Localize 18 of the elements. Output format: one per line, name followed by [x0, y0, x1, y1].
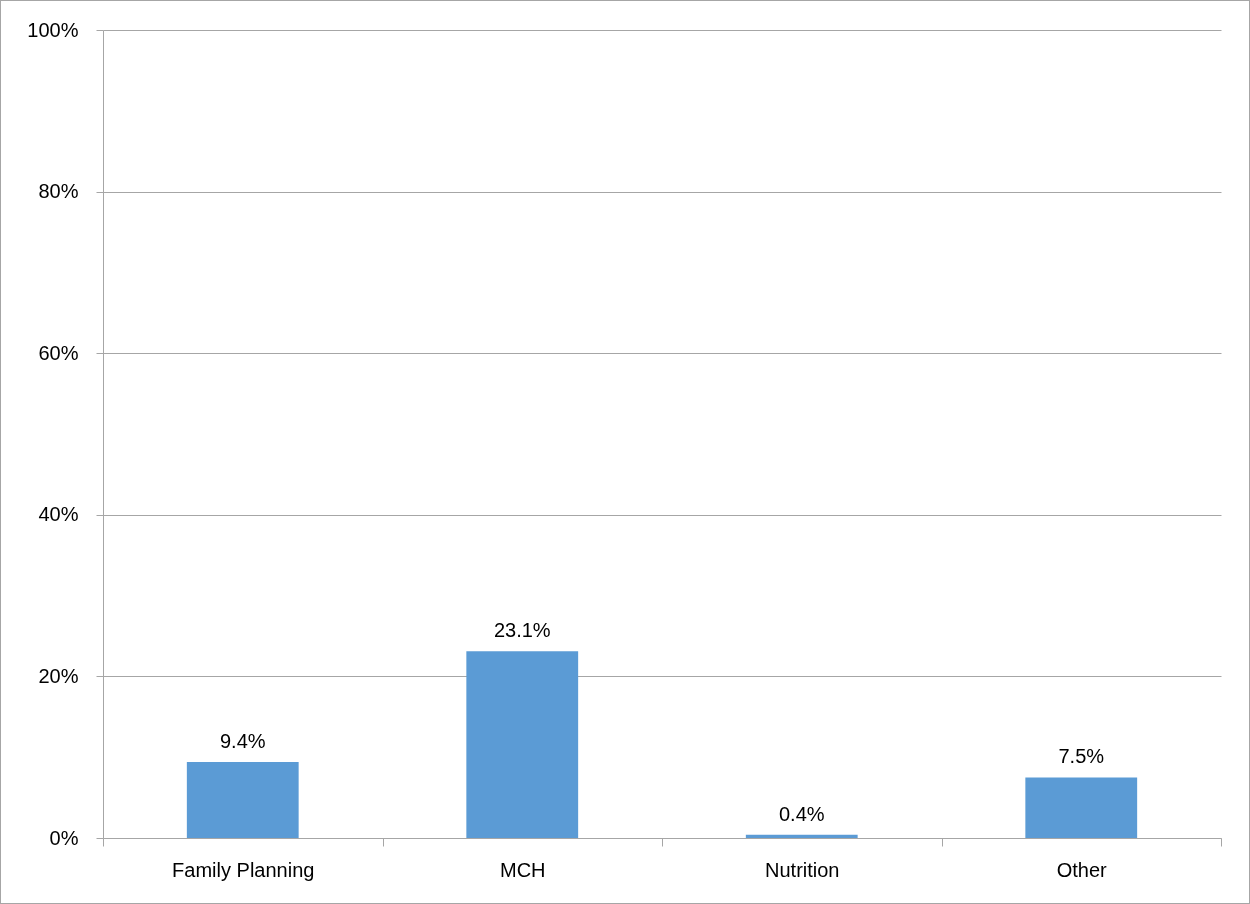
y-tick-label: 40% [38, 503, 79, 526]
bar [1025, 777, 1138, 838]
data-label: 7.5% [1058, 745, 1105, 768]
y-tick-label: 60% [38, 341, 79, 364]
x-tick-label: Family Planning [172, 858, 315, 881]
bar [186, 762, 299, 838]
data-label: 23.1% [493, 619, 551, 642]
data-label: 0.4% [778, 802, 825, 825]
data-label: 9.4% [219, 730, 266, 753]
y-tick-label: 0% [49, 826, 79, 849]
bar [466, 651, 579, 838]
y-tick-label: 80% [38, 180, 79, 203]
y-tick-label: 20% [38, 664, 79, 687]
x-tick-label: Nutrition [765, 858, 840, 881]
x-tick-label: MCH [499, 858, 546, 881]
bar [745, 834, 858, 838]
x-tick-label: Other [1056, 858, 1108, 881]
y-tick-label: 100% [27, 18, 79, 41]
